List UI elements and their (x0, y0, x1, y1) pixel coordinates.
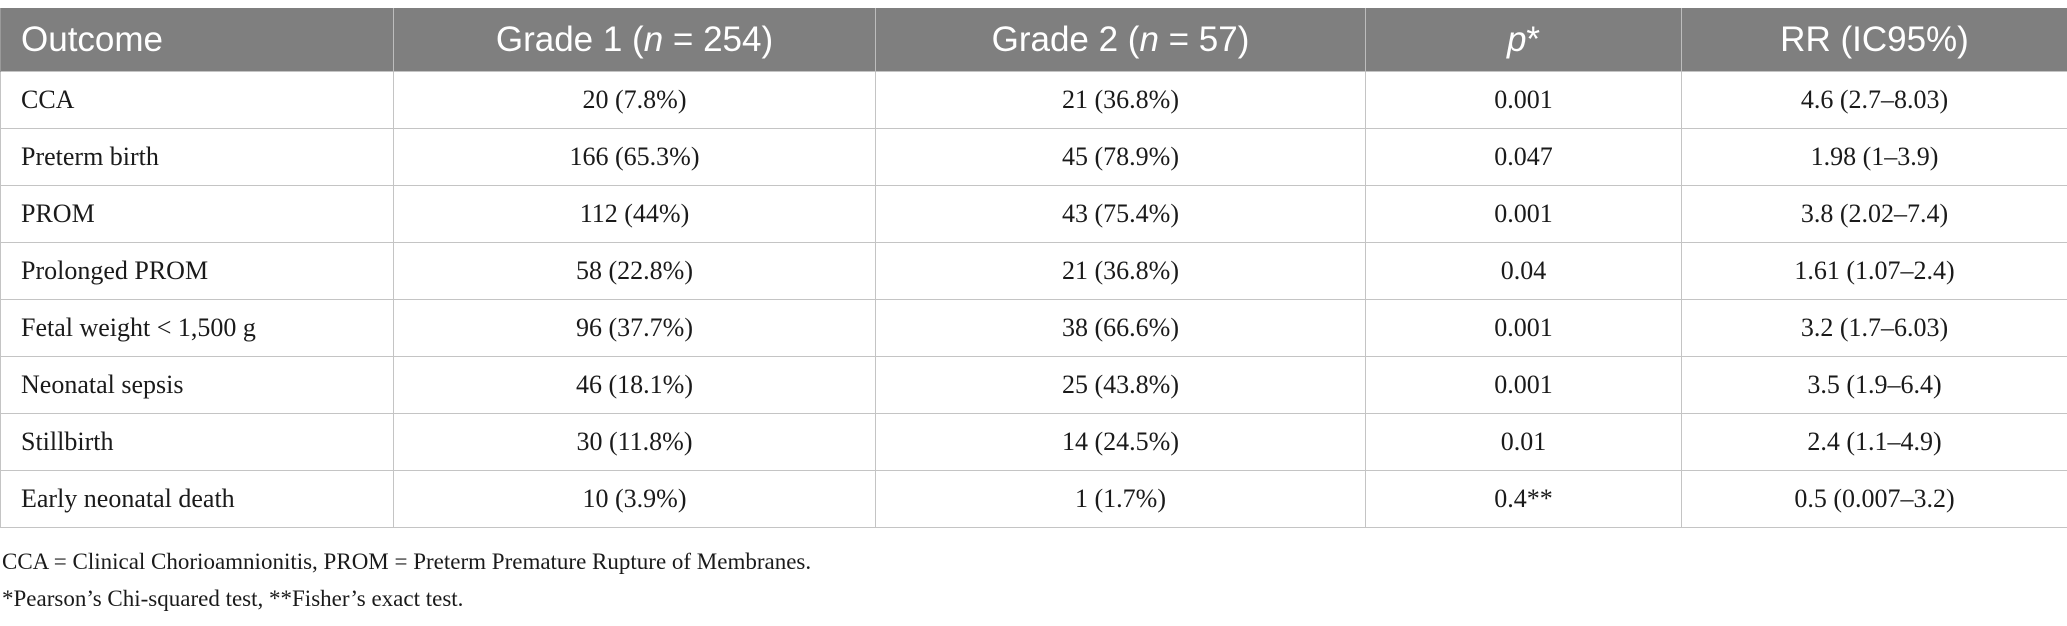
grade-2-cell: 14 (24.5%) (875, 413, 1366, 471)
grade-2-cell: 45 (78.9%) (875, 128, 1366, 186)
header-grade-2-n: n (1139, 19, 1159, 59)
p-value-cell: 0.4** (1365, 470, 1682, 528)
rr-cell: 3.8 (2.02–7.4) (1681, 185, 2067, 243)
grade-2-cell: 1 (1.7%) (875, 470, 1366, 528)
table-row: PROM 112 (44%) 43 (75.4%) 0.001 3.8 (2.0… (0, 185, 2067, 243)
outcome-cell: Preterm birth (0, 128, 394, 186)
grade-1-cell: 166 (65.3%) (393, 128, 876, 186)
header-rr: RR (IC95%) (1681, 8, 2067, 72)
header-outcome-label: Outcome (21, 19, 163, 59)
header-outcome: Outcome (0, 8, 394, 72)
footnote-abbreviations: CCA = Clinical Chorioamnionitis, PROM = … (2, 549, 812, 574)
grade-2-cell: 25 (43.8%) (875, 356, 1366, 414)
header-grade-1-count: = 254) (663, 19, 774, 59)
rr-cell: 1.61 (1.07–2.4) (1681, 242, 2067, 300)
p-value-cell: 0.001 (1365, 299, 1682, 357)
grade-1-cell: 30 (11.8%) (393, 413, 876, 471)
outcome-cell: CCA (0, 71, 394, 129)
outcome-cell: Prolonged PROM (0, 242, 394, 300)
rr-cell: 0.5 (0.007–3.2) (1681, 470, 2067, 528)
outcome-cell: Neonatal sepsis (0, 356, 394, 414)
header-p-label: p (1506, 19, 1527, 59)
outcomes-table-container: Outcome Grade 1 (n = 254) Grade 2 (n = 5… (0, 8, 2067, 528)
table-footnotes: CCA = Clinical Chorioamnionitis, PROM = … (2, 543, 811, 617)
grade-1-cell: 58 (22.8%) (393, 242, 876, 300)
table-row: Stillbirth 30 (11.8%) 14 (24.5%) 0.01 2.… (0, 413, 2067, 471)
header-grade-2-count: = 57) (1158, 19, 1250, 59)
header-grade-1-label: Grade 1 ( (495, 19, 644, 59)
rr-cell: 4.6 (2.7–8.03) (1681, 71, 2067, 129)
outcomes-table: Outcome Grade 1 (n = 254) Grade 2 (n = 5… (0, 8, 2067, 528)
p-value-cell: 0.01 (1365, 413, 1682, 471)
outcome-cell: Early neonatal death (0, 470, 394, 528)
outcome-cell: PROM (0, 185, 394, 243)
p-value-cell: 0.001 (1365, 356, 1682, 414)
grade-2-cell: 21 (36.8%) (875, 242, 1366, 300)
p-value-cell: 0.047 (1365, 128, 1682, 186)
grade-1-cell: 10 (3.9%) (393, 470, 876, 528)
table-row: Prolonged PROM 58 (22.8%) 21 (36.8%) 0.0… (0, 242, 2067, 300)
rr-cell: 1.98 (1–3.9) (1681, 128, 2067, 186)
outcome-cell: Fetal weight < 1,500 g (0, 299, 394, 357)
header-p-value: p* (1365, 8, 1682, 72)
rr-cell: 3.2 (1.7–6.03) (1681, 299, 2067, 357)
grade-1-cell: 46 (18.1%) (393, 356, 876, 414)
header-rr-label: RR (IC95%) (1780, 19, 1969, 59)
table-row: Fetal weight < 1,500 g 96 (37.7%) 38 (66… (0, 299, 2067, 357)
footnote-tests: *Pearson’s Chi-squared test, **Fisher’s … (2, 586, 464, 611)
rr-cell: 2.4 (1.1–4.9) (1681, 413, 2067, 471)
outcome-cell: Stillbirth (0, 413, 394, 471)
p-value-cell: 0.001 (1365, 71, 1682, 129)
table-row: CCA 20 (7.8%) 21 (36.8%) 0.001 4.6 (2.7–… (0, 71, 2067, 129)
header-row: Outcome Grade 1 (n = 254) Grade 2 (n = 5… (0, 8, 2067, 72)
header-p-mark: * (1526, 19, 1541, 59)
header-grade-1-n: n (643, 19, 664, 59)
grade-2-cell: 38 (66.6%) (875, 299, 1366, 357)
header-grade-2: Grade 2 (n = 57) (875, 8, 1366, 72)
rr-cell: 3.5 (1.9–6.4) (1681, 356, 2067, 414)
header-grade-1: Grade 1 (n = 254) (393, 8, 876, 72)
table-row: Preterm birth 166 (65.3%) 45 (78.9%) 0.0… (0, 128, 2067, 186)
table-row: Neonatal sepsis 46 (18.1%) 25 (43.8%) 0.… (0, 356, 2067, 414)
grade-1-cell: 112 (44%) (393, 185, 876, 243)
header-grade-2-label: Grade 2 ( (991, 19, 1140, 59)
table-row: Early neonatal death 10 (3.9%) 1 (1.7%) … (0, 470, 2067, 528)
grade-2-cell: 43 (75.4%) (875, 185, 1366, 243)
grade-1-cell: 96 (37.7%) (393, 299, 876, 357)
p-value-cell: 0.04 (1365, 242, 1682, 300)
p-value-cell: 0.001 (1365, 185, 1682, 243)
grade-1-cell: 20 (7.8%) (393, 71, 876, 129)
grade-2-cell: 21 (36.8%) (875, 71, 1366, 129)
